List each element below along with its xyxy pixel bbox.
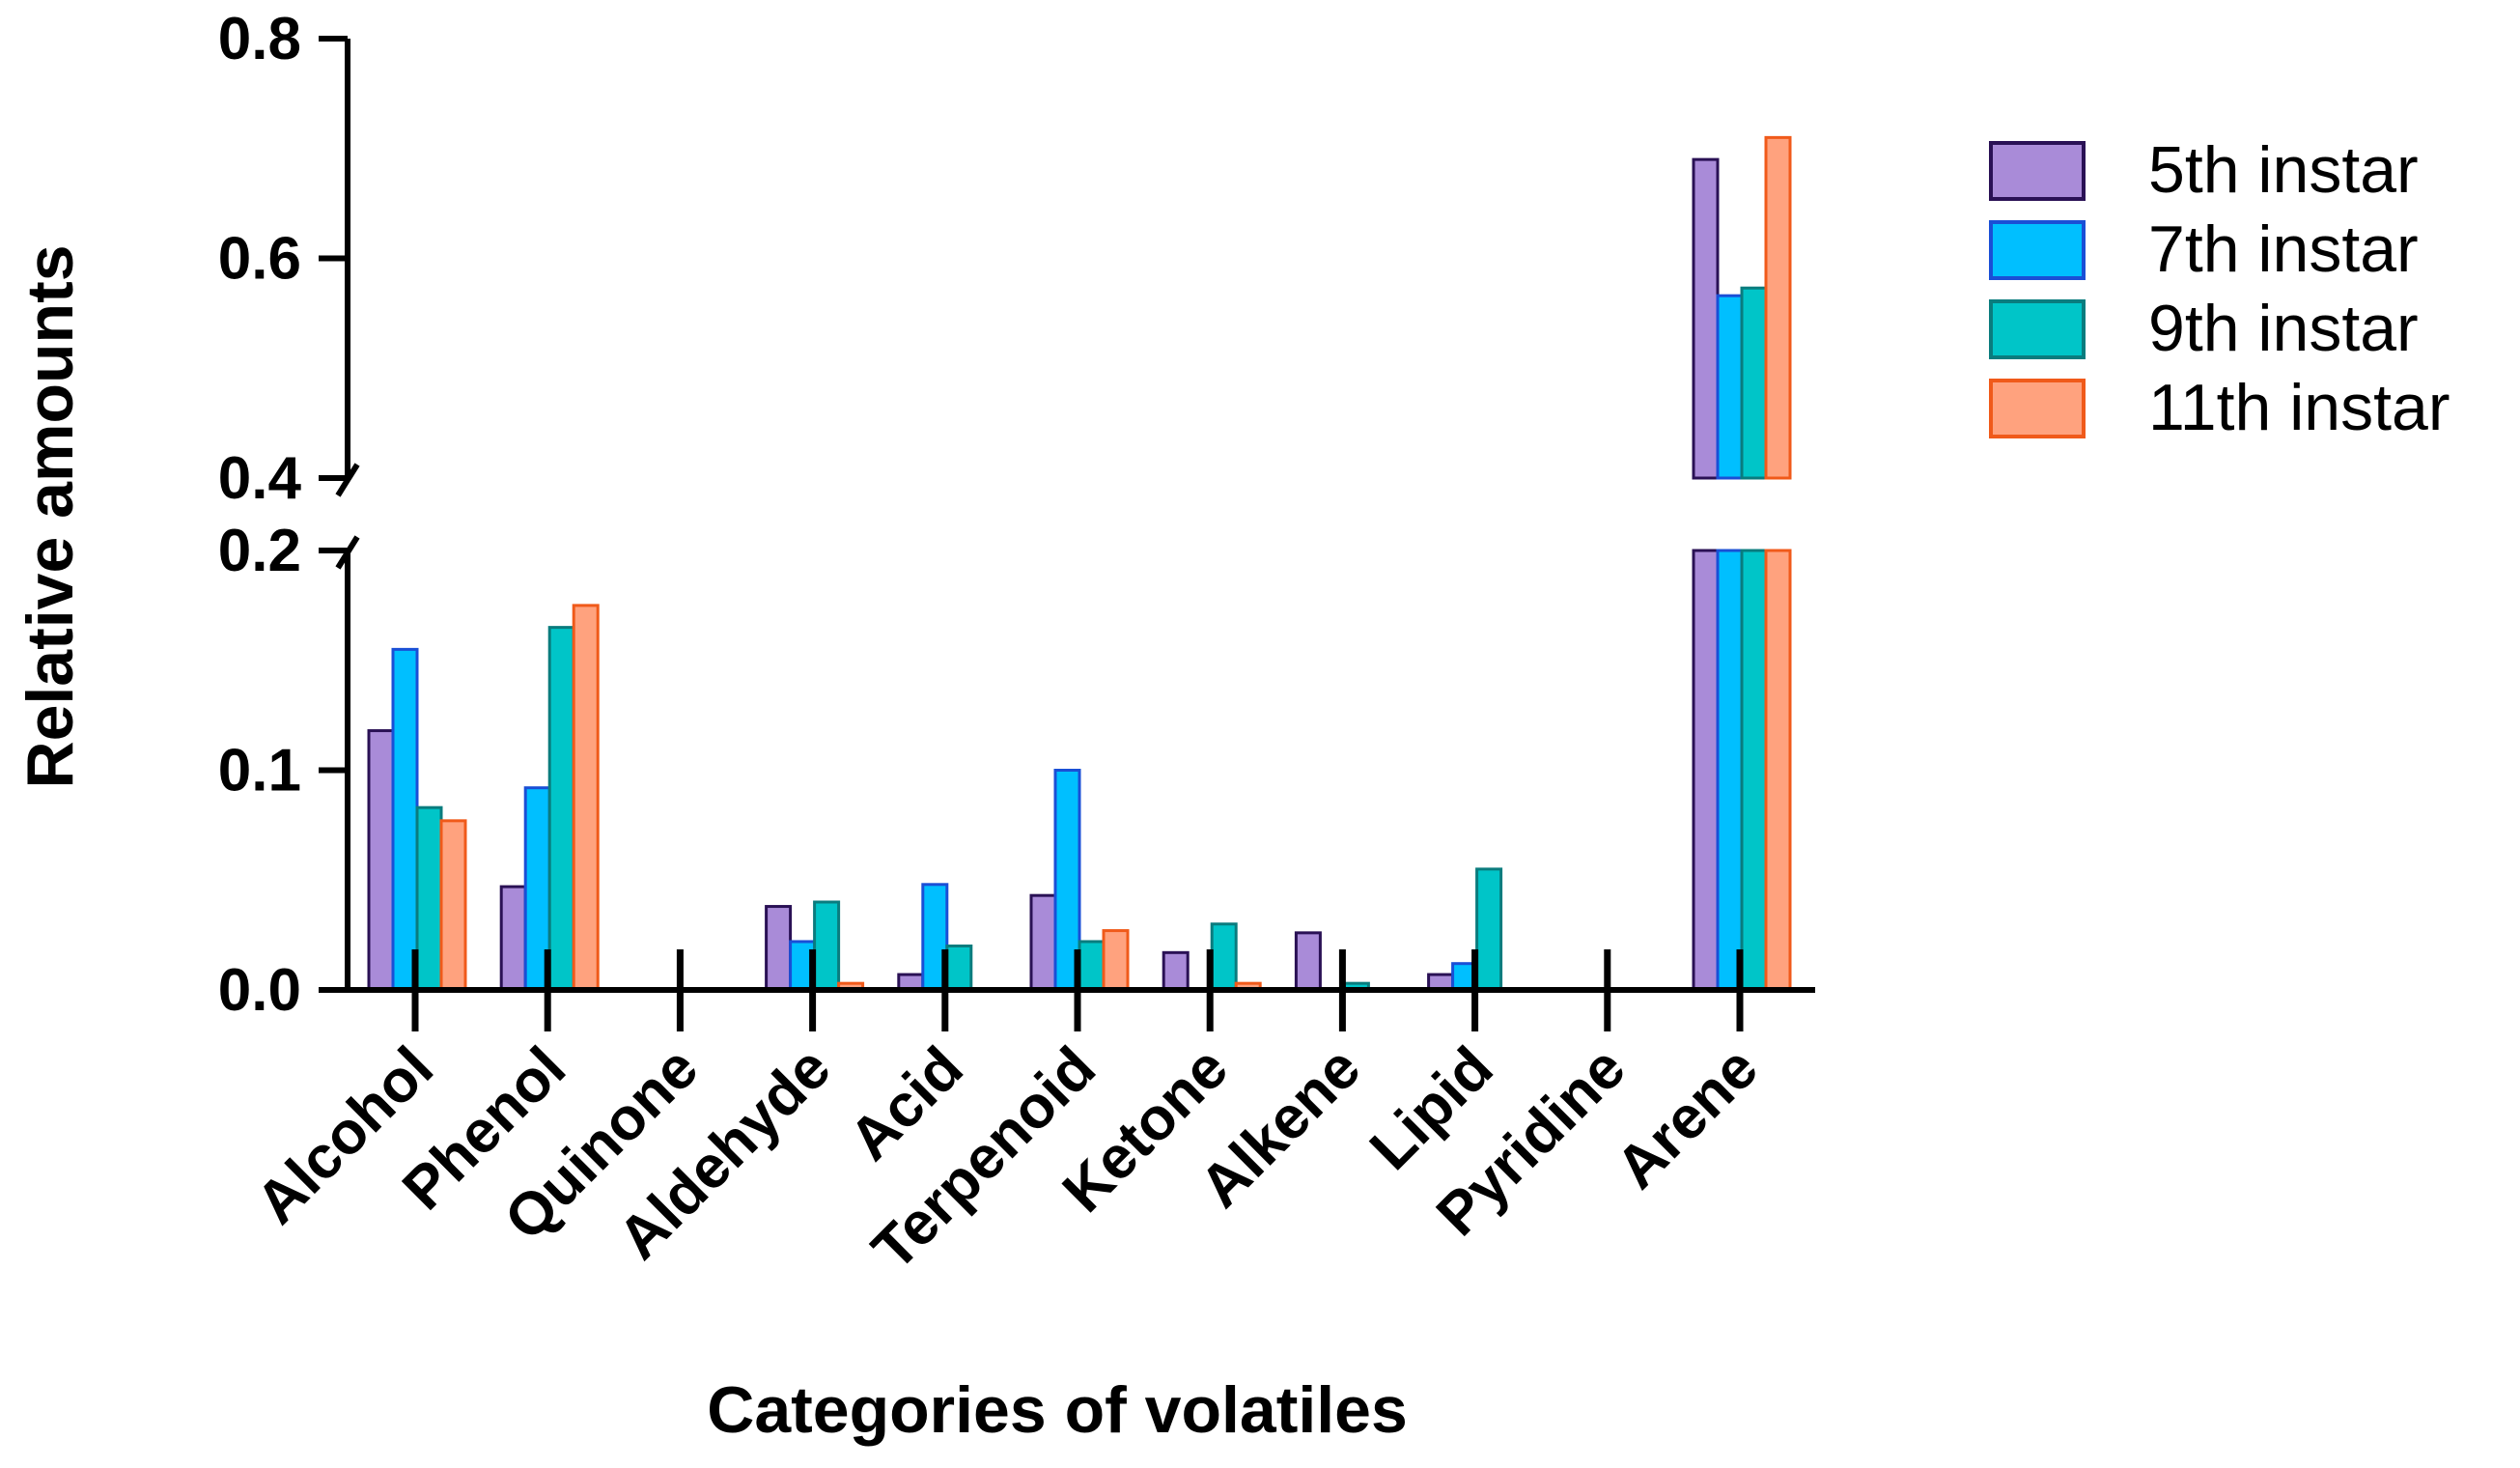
legend-swatch (1989, 141, 2086, 201)
y-tick-label: 0.6 (218, 226, 301, 293)
legend-swatch (1989, 220, 2086, 280)
bar (1716, 549, 1744, 992)
legend-label: 9th instar (2148, 292, 2419, 365)
axes-layer (319, 36, 1815, 1031)
x-tick-label: Arene (1604, 1034, 1771, 1201)
bar (1210, 922, 1238, 992)
legend-label: 5th instar (2148, 133, 2419, 207)
y-tick-label: 0.2 (218, 518, 301, 584)
bar (1764, 135, 1792, 480)
y-tick-label: 0.8 (218, 6, 301, 72)
bar (1078, 940, 1106, 992)
bars-layer (367, 135, 1792, 992)
bar (1692, 157, 1720, 480)
bar (572, 604, 600, 992)
bar (1029, 893, 1057, 992)
x-tick-label: Alcohol (243, 1034, 446, 1237)
bar (1716, 294, 1744, 480)
bar (813, 900, 841, 992)
bar (1764, 549, 1792, 992)
bar (1475, 867, 1503, 992)
x-axis-title: Categories of volatiles (707, 1373, 1408, 1447)
bar (1162, 950, 1190, 992)
bar (765, 905, 793, 992)
bar (415, 805, 443, 992)
bar (1740, 286, 1768, 480)
y-tick-label: 0.4 (218, 445, 302, 512)
bar (547, 626, 575, 992)
bar (1740, 549, 1768, 992)
bar (1294, 931, 1322, 992)
bar (391, 647, 419, 992)
y-tick-label: 0.0 (218, 957, 301, 1024)
legend-swatch (1989, 379, 2086, 438)
legend-label: 11th instar (2148, 371, 2450, 444)
y-tick-label: 0.1 (218, 738, 301, 805)
bar (1102, 929, 1130, 992)
legend-label: 7th instar (2148, 212, 2419, 286)
y-axis-title: Relative amounts (14, 244, 87, 788)
legend-swatch (1989, 299, 2086, 359)
bar (439, 819, 467, 992)
bar (367, 729, 395, 992)
bar (945, 945, 973, 992)
labels-layer: 0.00.10.20.40.60.8AlcoholPhenolQuinoneAl… (218, 6, 1771, 1284)
bar (499, 885, 527, 992)
bar (1692, 549, 1720, 992)
